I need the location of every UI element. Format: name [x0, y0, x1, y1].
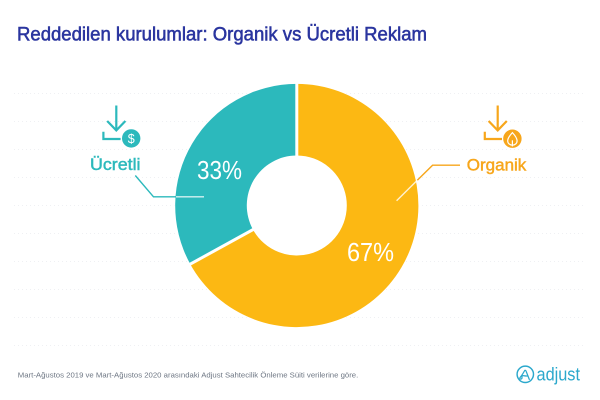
svg-text:$: $: [128, 132, 135, 146]
svg-text:33%: 33%: [197, 157, 242, 185]
svg-text:adjust: adjust: [537, 365, 581, 385]
svg-text:Ücretli: Ücretli: [90, 156, 141, 174]
svg-text:Reddedilen kurulumlar: Organik: Reddedilen kurulumlar: Organik vs Ücretl…: [17, 24, 427, 46]
svg-text:67%: 67%: [347, 239, 394, 267]
svg-text:Organik: Organik: [467, 156, 527, 174]
svg-text:Mart-Ağustos 2019 ve Mart-Ağus: Mart-Ağustos 2019 ve Mart-Ağustos 2020 a…: [18, 370, 359, 379]
